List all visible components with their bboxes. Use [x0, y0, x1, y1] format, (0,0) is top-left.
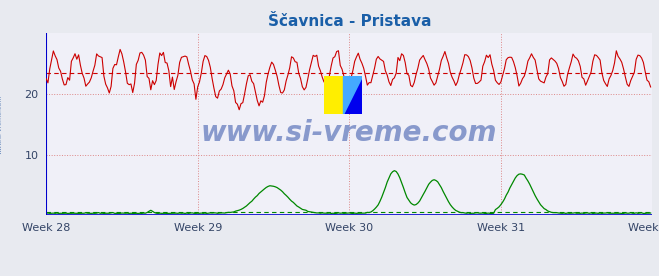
- Text: www.si-vreme.com: www.si-vreme.com: [0, 94, 3, 154]
- Title: Ščavnica - Pristava: Ščavnica - Pristava: [268, 14, 431, 29]
- Bar: [324, 76, 343, 114]
- Polygon shape: [343, 76, 362, 114]
- Text: www.si-vreme.com: www.si-vreme.com: [201, 119, 498, 147]
- Polygon shape: [343, 76, 362, 114]
